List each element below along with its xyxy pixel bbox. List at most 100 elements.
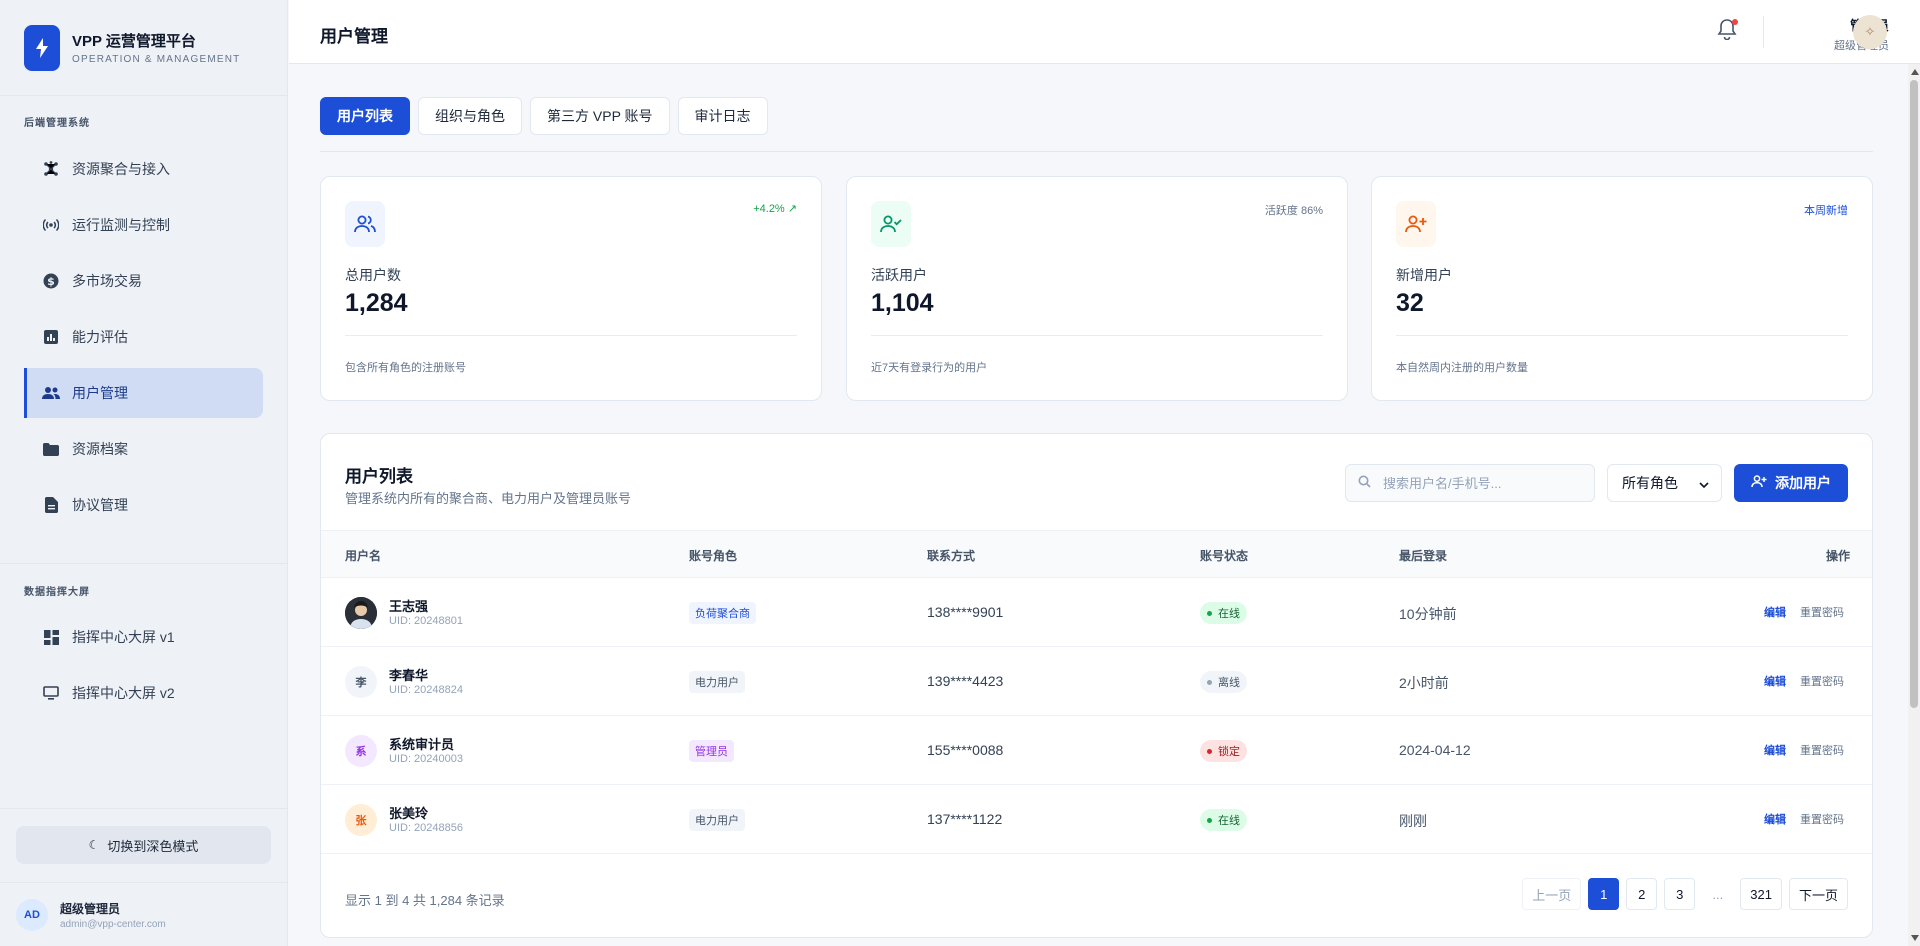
stat-label: 总用户数: [345, 267, 401, 283]
avatar: AD: [16, 898, 48, 931]
scroll-down-arrow[interactable]: [1911, 935, 1919, 941]
trend-badge: +4.2% ↗: [753, 203, 797, 215]
sidebar-item-resource-aggregation[interactable]: 资源聚合与接入: [24, 144, 263, 194]
section-label-backend: 后端管理系统: [24, 118, 90, 129]
tab-audit-log[interactable]: 审计日志: [677, 97, 768, 135]
user-uid: UID: 20240003: [389, 753, 463, 765]
edit-link[interactable]: 编辑: [1764, 676, 1786, 688]
stat-label: 新增用户: [1396, 267, 1452, 283]
dark-mode-toggle[interactable]: ☾ 切换到深色模式: [16, 826, 271, 864]
vertical-scrollbar[interactable]: [1908, 64, 1920, 946]
table-row: 王志强 UID: 20248801 负荷聚合商 138****9901 在线 1…: [321, 578, 1872, 647]
sidebar-item-label: 协议管理: [72, 497, 128, 513]
status-badge: 在线: [1200, 602, 1247, 624]
user-name: 张美玲: [389, 806, 429, 821]
sidebar-item-resource-archive[interactable]: 资源档案: [24, 424, 263, 474]
avatar: 李: [345, 666, 377, 698]
sidebar-item-capability[interactable]: 能力评估: [24, 312, 263, 362]
role-badge: 电力用户: [689, 809, 745, 831]
brand-title: VPP 运营管理平台: [72, 33, 196, 50]
sidebar-item-protocol[interactable]: 协议管理: [24, 480, 263, 530]
brand-subtitle: OPERATION & MANAGEMENT: [72, 54, 241, 65]
role-badge: 管理员: [689, 740, 734, 762]
sidebar-user-email: admin@vpp-center.com: [60, 918, 166, 930]
sidebar-item-command-center-v2[interactable]: 指挥中心大屏 v2: [24, 668, 263, 718]
role-badge: 负荷聚合商: [689, 602, 756, 624]
column-header: 操作: [1825, 549, 1850, 563]
add-user-label: 添加用户: [1775, 475, 1831, 491]
user-uid: UID: 20248801: [389, 615, 463, 627]
reset-password-link[interactable]: 重置密码: [1800, 814, 1844, 826]
page-button-last[interactable]: 321: [1740, 878, 1782, 910]
document-icon: [42, 496, 60, 514]
brand[interactable]: VPP 运营管理平台 OPERATION & MANAGEMENT: [0, 0, 287, 96]
tab-third-party-vpp[interactable]: 第三方 VPP 账号: [530, 97, 670, 135]
last-login: 刚刚: [1399, 813, 1427, 829]
stat-card-new-users: 本周新增 新增用户 32 本自然周内注册的用户数量: [1371, 176, 1873, 401]
card-divider: [345, 335, 797, 336]
page-button-2[interactable]: 2: [1626, 878, 1658, 910]
sidebar-item-monitoring[interactable]: 运行监测与控制: [24, 200, 263, 250]
tab-user-list[interactable]: 用户列表: [320, 97, 410, 135]
sidebar-item-label: 用户管理: [72, 385, 128, 401]
page-button-3[interactable]: 3: [1664, 878, 1696, 910]
scrollbar-thumb[interactable]: [1910, 80, 1918, 708]
user-uid: UID: 20248856: [389, 822, 463, 834]
stat-description: 包含所有角色的注册账号: [345, 362, 466, 374]
sidebar-divider: [0, 563, 288, 564]
card-divider: [871, 335, 1323, 336]
user-plus-icon: [1396, 201, 1436, 247]
reset-password-link[interactable]: 重置密码: [1800, 745, 1844, 757]
role-filter-select[interactable]: 所有角色: [1607, 464, 1722, 502]
page-ellipsis: ...: [1712, 886, 1724, 902]
panel-title: 用户列表: [345, 467, 413, 486]
sidebar-item-command-center-v1[interactable]: 指挥中心大屏 v1: [24, 612, 263, 662]
sidebar-item-label: 运行监测与控制: [72, 217, 170, 233]
sidebar-item-label: 指挥中心大屏 v2: [72, 685, 175, 701]
add-user-button[interactable]: 添加用户: [1734, 464, 1848, 502]
sidebar-divider: [0, 808, 288, 809]
column-header: 账号角色: [689, 549, 738, 563]
role-badge: 电力用户: [689, 671, 745, 693]
search-input[interactable]: [1383, 475, 1583, 491]
reset-password-link[interactable]: 重置密码: [1800, 676, 1844, 688]
sidebar-user-profile[interactable]: AD 超级管理员 admin@vpp-center.com: [0, 882, 288, 946]
bell-icon[interactable]: [1717, 18, 1739, 42]
search-box[interactable]: [1345, 464, 1595, 502]
contact-phone: 138****9901: [927, 604, 1004, 620]
broadcast-icon: [42, 216, 60, 234]
sidebar-item-label: 多市场交易: [72, 273, 142, 289]
dark-mode-label: 切换到深色模式: [107, 838, 199, 854]
last-login: 2024-04-12: [1399, 742, 1471, 758]
user-check-icon: [871, 201, 911, 247]
scroll-up-arrow[interactable]: [1911, 69, 1919, 75]
dollar-icon: $: [42, 272, 60, 290]
user-plus-icon: [1751, 475, 1767, 491]
edit-link[interactable]: 编辑: [1764, 814, 1786, 826]
next-page-button[interactable]: 下一页: [1788, 878, 1848, 910]
edit-link[interactable]: 编辑: [1764, 607, 1786, 619]
header-divider: [1763, 16, 1764, 48]
edit-link[interactable]: 编辑: [1764, 745, 1786, 757]
users-icon: [345, 201, 385, 247]
table-row: 系 系统审计员 UID: 20240003 管理员 155****0088 锁定…: [321, 716, 1872, 785]
top-header: 用户管理 管理员 超级管理员 ✧: [289, 0, 1920, 64]
page-button-1[interactable]: 1: [1588, 878, 1620, 910]
last-login: 2小时前: [1399, 675, 1449, 691]
sidebar-item-user-management[interactable]: 用户管理: [24, 368, 263, 418]
stat-card-total-users: +4.2% ↗ 总用户数 1,284 包含所有角色的注册账号: [320, 176, 822, 401]
reset-password-link[interactable]: 重置密码: [1800, 607, 1844, 619]
column-header: 账号状态: [1200, 549, 1249, 563]
column-header: 联系方式: [927, 549, 976, 563]
stat-description: 本自然周内注册的用户数量: [1396, 362, 1528, 374]
avatar: 系: [345, 735, 377, 767]
table-row: 李 李春华 UID: 20248824 电力用户 139****4423 离线 …: [321, 647, 1872, 716]
sidebar-item-market-trading[interactable]: $ 多市场交易: [24, 256, 263, 306]
column-header: 用户名: [345, 549, 382, 563]
status-badge: 锁定: [1200, 740, 1247, 762]
prev-page-button[interactable]: 上一页: [1522, 878, 1582, 910]
activity-badge: 活跃度 86%: [1264, 205, 1323, 217]
user-list-panel: 用户列表 管理系统内所有的聚合商、电力用户及管理员账号 所有角色 添加用户 用户…: [320, 433, 1873, 938]
avatar[interactable]: ✧: [1853, 15, 1887, 49]
tab-org-roles[interactable]: 组织与角色: [418, 97, 522, 135]
